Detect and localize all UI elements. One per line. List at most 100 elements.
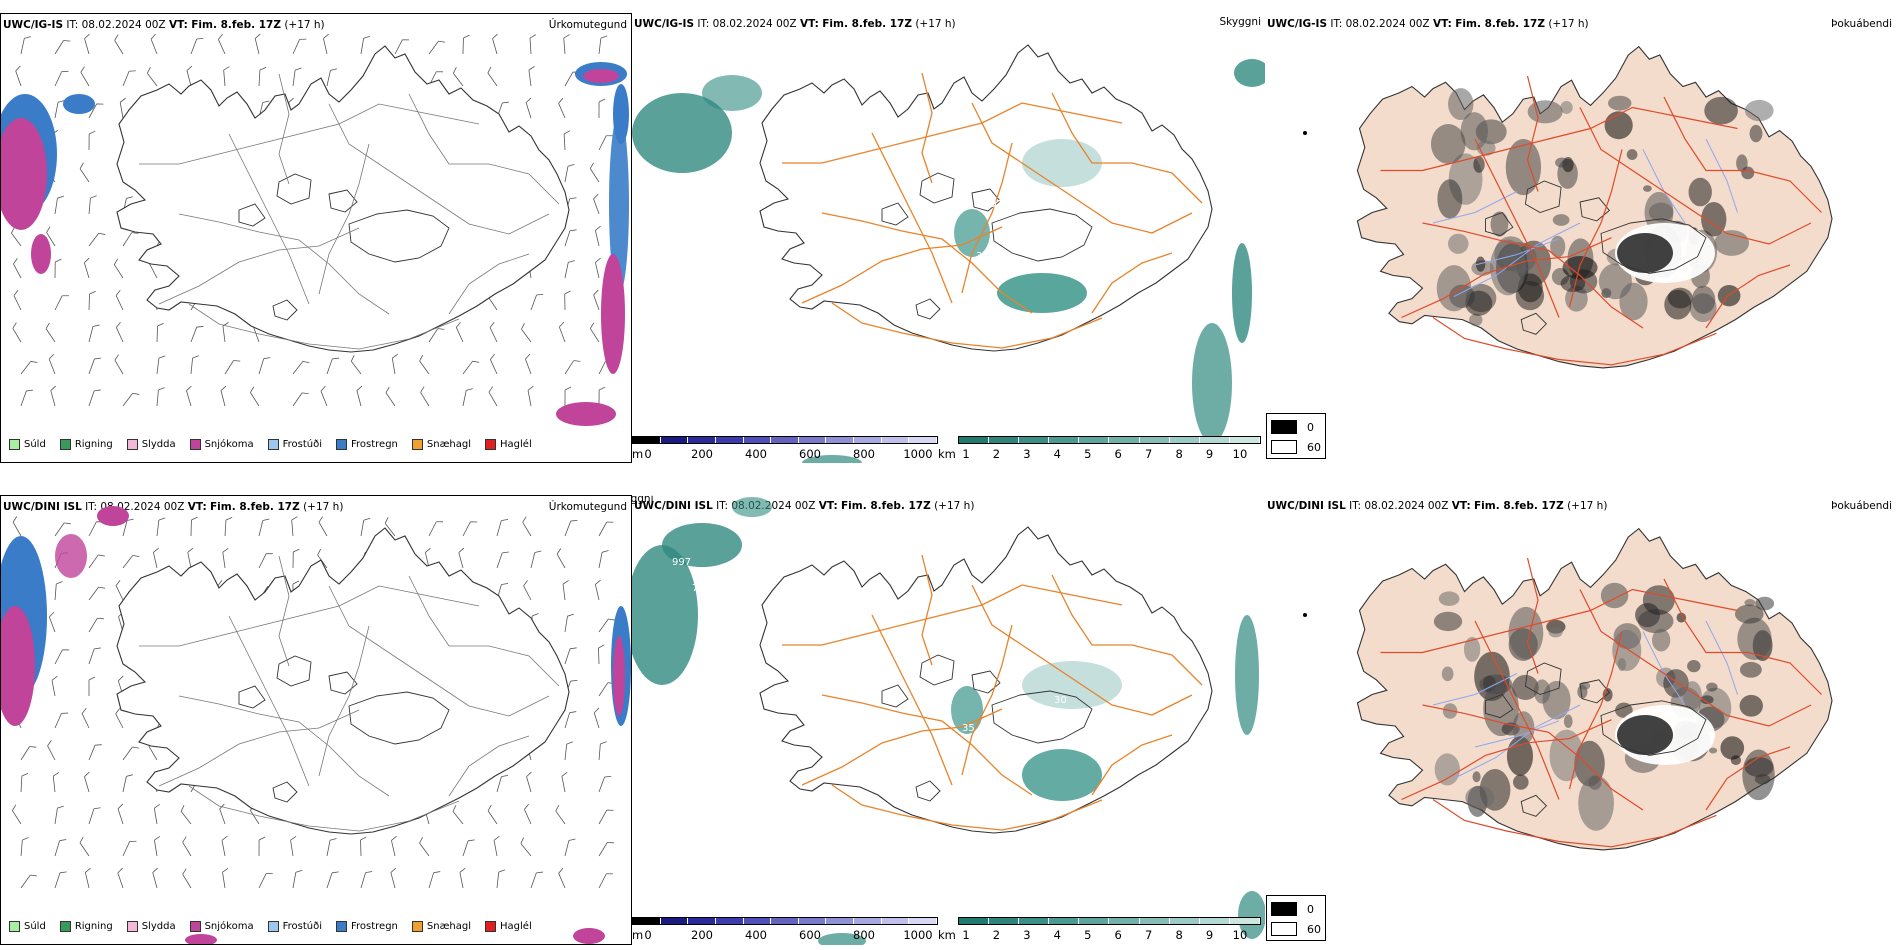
- wind-barb-shaft: [487, 810, 498, 825]
- road-line: [328, 103, 550, 235]
- wind-barb: [224, 360, 241, 375]
- wind-barb-shaft: [318, 521, 328, 537]
- wind-barb-flag: [187, 547, 194, 553]
- wind-barb-flag: [318, 516, 323, 523]
- wind-barb: [54, 712, 69, 729]
- colorbar-tick-label: 8: [1175, 928, 1183, 942]
- glacier-outline: [272, 781, 298, 803]
- wind-barb-flag: [113, 258, 119, 265]
- wind-barb-flag: [302, 360, 310, 364]
- wind-barb-flag: [96, 103, 104, 105]
- wind-barb: [320, 385, 328, 407]
- wind-barb: [462, 521, 478, 537]
- wind-barb: [20, 360, 38, 375]
- wind-barb: [595, 225, 601, 247]
- road-line: [178, 695, 390, 797]
- wind-barb-shaft: [528, 70, 532, 87]
- wind-barb-flag: [502, 551, 509, 554]
- wind-barb-flag: [84, 771, 90, 777]
- glacier-outline: [1524, 180, 1562, 213]
- wind-barb-flag: [88, 130, 96, 135]
- wind-barb-shaft: [391, 358, 396, 375]
- colorbar-tick-label: 4: [1053, 447, 1061, 461]
- wind-barb-shaft: [122, 71, 130, 87]
- wind-barb-flag: [97, 617, 104, 620]
- fog-title-row2: UWC/DINI ISL IT: 08.02.2024 00Z VT: Fim.…: [1267, 500, 1608, 512]
- wind-barb: [54, 100, 65, 119]
- data-field: [1720, 736, 1745, 760]
- wind-barb-flag: [598, 98, 606, 103]
- wind-barb-flag: [254, 33, 261, 39]
- wind-barb: [88, 195, 97, 215]
- wind-barb-flag: [595, 225, 601, 231]
- wind-barb: [291, 516, 298, 537]
- wind-barb-flag: [79, 162, 84, 169]
- wind-barb-shaft: [525, 358, 532, 375]
- wind-barb-shaft: [253, 326, 260, 343]
- wind-barb-flag: [132, 746, 140, 749]
- wind-barb-flag: [59, 871, 67, 874]
- precip-legend-row2: Súld Rigning Slydda Snjókoma Frostúði Frostre…: [9, 921, 542, 932]
- wind-barb-flag: [26, 389, 34, 392]
- legend-label: Snæhagl: [426, 439, 472, 450]
- wind-barb-flag: [598, 644, 605, 649]
- wind-barb-shaft: [220, 390, 226, 407]
- wind-barb-shaft: [428, 40, 439, 55]
- glacier-outline: [238, 685, 266, 709]
- legend-label: Rigning: [74, 439, 113, 450]
- wind-barb-shaft: [360, 38, 365, 55]
- visibility-value-label: 347: [976, 251, 995, 262]
- wind-barb-shaft: [54, 872, 61, 889]
- wind-barb-flag: [563, 34, 570, 39]
- wind-barb: [54, 581, 63, 601]
- wind-barb: [88, 357, 102, 375]
- wind-barb-flag: [217, 580, 223, 586]
- wind-barb-shaft: [564, 648, 571, 665]
- wind-barb-shaft: [563, 38, 566, 55]
- legend-label: Frostúði: [282, 439, 322, 450]
- wind-barb-shaft: [84, 38, 90, 55]
- wind-barb-shaft: [190, 326, 198, 343]
- wind-barb-shaft: [320, 391, 328, 407]
- wind-barb-flag: [220, 385, 227, 391]
- wind-barb: [48, 353, 56, 375]
- wind-barb-flag: [384, 517, 389, 524]
- wind-barb: [526, 771, 532, 793]
- wind-barb-shaft: [290, 840, 294, 857]
- data-field: [1473, 156, 1485, 173]
- data-field: [1637, 609, 1674, 634]
- wind-barb: [254, 33, 261, 55]
- wind-barb-flag: [30, 874, 37, 877]
- road-line: [188, 785, 460, 832]
- data-field: [1643, 185, 1652, 192]
- wind-barb-flag: [458, 547, 465, 553]
- wind-barb-shaft: [258, 70, 261, 87]
- wind-barb-shaft: [54, 295, 63, 311]
- wind-barb: [88, 232, 106, 247]
- wind-barb: [117, 867, 124, 889]
- wind-barb: [564, 229, 577, 247]
- wind-barb-flag: [498, 869, 506, 873]
- wind-barb-shaft: [496, 520, 502, 537]
- wind-barb: [122, 70, 136, 87]
- wind-barb-flag: [589, 322, 595, 329]
- wind-barb-flag: [488, 386, 493, 393]
- data-field: [1469, 313, 1483, 327]
- data-field: [1552, 214, 1570, 226]
- wind-barb: [50, 385, 57, 407]
- wind-barb: [20, 389, 34, 407]
- colorbar-tick-label: 400: [745, 928, 767, 942]
- wind-barb-shaft: [51, 680, 56, 697]
- wind-barb: [556, 548, 566, 569]
- wind-barb-flag: [501, 582, 509, 585]
- wind-barb-shaft: [47, 745, 56, 761]
- wind-barb-flag: [568, 260, 575, 263]
- wind-barb-flag: [555, 804, 560, 812]
- wind-barb: [564, 360, 581, 375]
- colorbar-tick-label: 800: [853, 928, 875, 942]
- wind-barb-flag: [608, 618, 616, 621]
- wind-barb-flag: [520, 837, 525, 844]
- wind-barb-flag: [51, 675, 58, 681]
- road-line: [971, 102, 1193, 234]
